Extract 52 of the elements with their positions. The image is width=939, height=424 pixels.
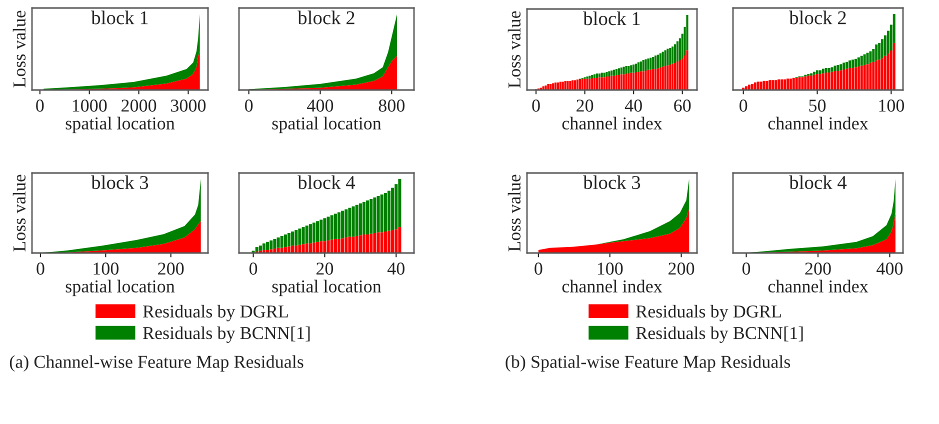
text: (b) Spatial-wise Feature Map Residuals bbox=[506, 355, 790, 372]
x-axis-title: channel index bbox=[768, 280, 868, 292]
x-tick-label: 0 bbox=[36, 262, 44, 275]
x-tick-label: 3000 bbox=[171, 100, 206, 112]
x-tick-label: 60 bbox=[674, 100, 691, 112]
chart-title: block 3 bbox=[583, 175, 640, 190]
x-axis-title: channel index bbox=[562, 280, 662, 292]
x-tick-label: 800 bbox=[378, 100, 405, 112]
x-axis-title: channel index bbox=[768, 116, 868, 130]
x-tick-label: 100 bbox=[598, 262, 623, 275]
y-axis-title: Loss value bbox=[12, 10, 26, 88]
x-tick-label: 0 bbox=[742, 262, 750, 275]
legend-label: Residuals by DGRL bbox=[143, 304, 288, 322]
x-tick-label: 200 bbox=[805, 262, 831, 275]
legend-label: Residuals by BCNN[1] bbox=[143, 326, 310, 343]
chart-title: block 2 bbox=[298, 10, 354, 24]
y-axis-title: Loss value bbox=[12, 174, 26, 252]
x-axis-title: spatial location bbox=[66, 116, 175, 134]
x-tick-label: 200 bbox=[668, 262, 694, 275]
x-tick-label: 200 bbox=[158, 262, 184, 275]
x-tick-label: 0 bbox=[244, 100, 253, 112]
x-tick-label: 100 bbox=[879, 100, 904, 112]
chart-title: block 4 bbox=[298, 175, 356, 190]
legend-label: Residuals by DGRL bbox=[636, 304, 781, 322]
x-tick-label: 40 bbox=[624, 100, 642, 112]
x-tick-label: 0 bbox=[36, 100, 44, 112]
x-tick-label: 20 bbox=[576, 100, 594, 112]
text: (a) Channel-wise Feature Map Residuals bbox=[10, 355, 304, 372]
chart-title: block 4 bbox=[789, 175, 847, 190]
x-axis-title: spatial location bbox=[272, 116, 382, 134]
x-tick-label: 2000 bbox=[122, 100, 156, 112]
x-tick-label: 0 bbox=[532, 100, 540, 112]
y-axis-title: Loss value bbox=[508, 174, 521, 252]
x-tick-label: 400 bbox=[307, 100, 334, 112]
x-tick-label: 40 bbox=[387, 262, 404, 275]
x-tick-label: 1000 bbox=[72, 100, 107, 112]
x-tick-label: 400 bbox=[876, 262, 903, 275]
chart-title: block 1 bbox=[91, 10, 148, 24]
x-tick-label: 50 bbox=[809, 100, 826, 112]
x-axis-title: spatial location bbox=[66, 280, 175, 296]
legend-label: Residuals by BCNN[1] bbox=[636, 326, 803, 343]
x-axis-title: channel index bbox=[562, 116, 662, 130]
x-tick-label: 0 bbox=[249, 262, 258, 275]
x-tick-label: 20 bbox=[316, 262, 334, 275]
chart-title: block 3 bbox=[91, 175, 148, 190]
chart-title: block 1 bbox=[583, 12, 640, 26]
y-axis-title: Loss value bbox=[508, 11, 521, 88]
x-axis-title: spatial location bbox=[272, 280, 382, 296]
x-tick-label: 0 bbox=[534, 262, 542, 275]
chart-title: block 2 bbox=[789, 10, 846, 24]
x-tick-label: 100 bbox=[94, 262, 119, 275]
x-tick-label: 0 bbox=[740, 100, 748, 112]
